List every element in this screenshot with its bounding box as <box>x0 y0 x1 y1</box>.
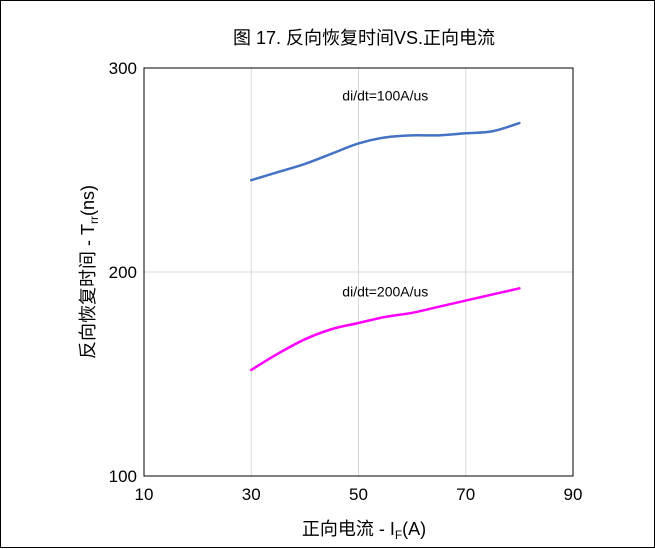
x-tick-label: 50 <box>349 485 368 504</box>
chart-title: 图 17. 反向恢复时间VS.正向电流 <box>233 28 495 48</box>
x-tick-label: 90 <box>564 485 583 504</box>
x-axis-label-sub: F <box>395 528 402 542</box>
x-tick-labels: 10 30 50 70 90 <box>135 485 583 504</box>
grid-lines <box>143 67 574 477</box>
y-tick-label: 300 <box>109 59 137 78</box>
x-tick-label: 10 <box>135 485 154 504</box>
series-line-2 <box>250 287 521 372</box>
y-tick-labels: 100 200 300 <box>109 59 137 486</box>
y-tick-label: 100 <box>109 467 137 486</box>
series-lines <box>250 121 521 372</box>
x-tick-label: 70 <box>456 485 475 504</box>
x-axis-label-tail: (A) <box>402 519 426 539</box>
x-axis-label: 正向电流 - IF(A) <box>302 519 426 542</box>
y-axis-label-main: 反向恢复时间 - T <box>78 224 98 359</box>
y-axis-label: 反向恢复时间 - Trr(ns) <box>78 185 101 359</box>
y-axis-label-tail: (ns) <box>78 185 98 216</box>
x-tick-label: 30 <box>242 485 261 504</box>
series-annotation-1: di/dt=100A/us <box>342 88 428 104</box>
x-axis-label-main: 正向电流 - I <box>302 519 395 539</box>
series-annotation-2: di/dt=200A/us <box>342 283 428 299</box>
series-annotations: di/dt=100A/us di/dt=200A/us <box>342 88 428 300</box>
series-line-1 <box>250 121 521 182</box>
y-axis-label-sub: rr <box>87 216 101 224</box>
plot-area <box>143 67 574 477</box>
y-tick-label: 200 <box>109 263 137 282</box>
